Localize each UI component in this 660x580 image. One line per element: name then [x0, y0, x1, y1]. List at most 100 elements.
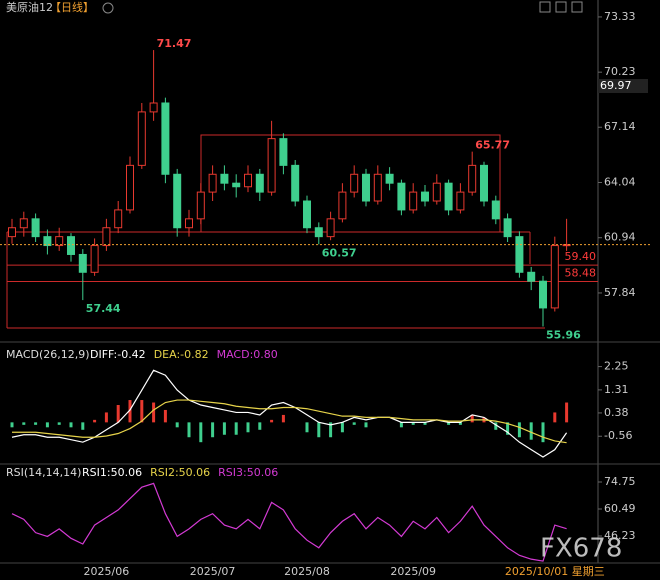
x-tick-label: 2025/09 — [390, 565, 436, 578]
macd-bar — [506, 422, 510, 435]
candle-body — [385, 173, 394, 184]
candle-body — [350, 173, 359, 193]
icon[interactable] — [555, 1, 567, 13]
macd-bar — [399, 422, 403, 428]
macd-bar — [553, 412, 557, 423]
macd-bar — [447, 422, 451, 425]
macd-bar — [10, 422, 14, 428]
candle-body — [55, 236, 64, 247]
y-tick-label: 60.49 — [604, 502, 636, 515]
y-tick-label: 67.14 — [604, 120, 636, 133]
candle-body — [515, 236, 524, 273]
macd-bar — [140, 400, 144, 423]
candle-body — [527, 271, 536, 282]
extreme-label: 65.77 — [475, 139, 510, 152]
y-tick-label: 64.04 — [604, 175, 636, 188]
legend-entry: RSI1:50.06 — [82, 466, 142, 479]
macd-bar — [411, 422, 415, 425]
y-tick-label: 46.23 — [604, 529, 636, 542]
macd-bar — [93, 419, 97, 423]
candle-body — [303, 200, 311, 229]
candle-body — [185, 218, 193, 229]
candle-body — [421, 191, 429, 202]
macd-bar — [317, 422, 321, 438]
legend-entry: RSI2:50.06 — [150, 466, 210, 479]
candle-body — [480, 164, 488, 202]
macd-bar — [423, 422, 427, 425]
icon[interactable] — [571, 1, 583, 13]
candle-body — [43, 236, 52, 247]
candle-body — [19, 218, 28, 229]
macd-bar — [187, 422, 191, 438]
candle-body — [244, 173, 252, 188]
extreme-label: 55.96 — [546, 328, 581, 341]
legend-entry: RSI3:50.06 — [218, 466, 278, 479]
macd-bar — [541, 422, 545, 443]
macd-bar — [364, 422, 368, 428]
macd-bar — [458, 422, 462, 425]
candle-body — [362, 173, 370, 202]
candle-body — [373, 173, 382, 202]
y-tick-label: 74.75 — [604, 475, 636, 488]
y-tick-label: 70.23 — [604, 65, 636, 78]
x-tick-label: 2025/07 — [190, 565, 236, 578]
macd-bar — [69, 422, 73, 428]
macd-bar — [57, 422, 61, 425]
candle-body — [90, 245, 99, 273]
macd-bar — [270, 419, 274, 423]
candle-body — [468, 164, 477, 193]
candle-body — [397, 182, 406, 211]
candle-body — [78, 253, 87, 273]
macd-bar — [175, 422, 179, 428]
candle-body — [232, 182, 241, 188]
macd-bar — [281, 414, 285, 423]
candle-body — [444, 182, 453, 211]
macd-bar — [352, 422, 356, 425]
y-tick-label: 73.33 — [604, 10, 636, 23]
y-tick-label: 60.94 — [604, 231, 636, 244]
candle-body — [255, 173, 264, 193]
candle-body — [220, 173, 229, 184]
candle-body — [31, 218, 40, 238]
macd-bar — [34, 422, 38, 425]
icon[interactable] — [102, 2, 114, 14]
candle-body — [8, 227, 16, 238]
period: 【日线】 — [50, 0, 94, 14]
macd-bar — [211, 422, 215, 438]
x-tick-label: 2025/10/01 星期三 — [505, 565, 605, 578]
candle-body — [161, 102, 170, 175]
price-tag: 69.97 — [600, 79, 632, 92]
series-line — [11, 482, 567, 562]
candle-body — [114, 209, 123, 229]
macd-bar — [517, 422, 521, 438]
candle-body — [208, 173, 217, 193]
macd-bar — [340, 422, 344, 433]
candle-body — [137, 111, 146, 166]
candle-body — [491, 200, 500, 220]
candle-body — [326, 218, 335, 238]
macd-bar — [329, 422, 333, 438]
macd-bar — [470, 414, 474, 423]
macd-bar — [81, 422, 85, 430]
candle-body — [279, 138, 288, 166]
candle-body — [267, 138, 276, 193]
y-tick-label: 0.38 — [604, 406, 629, 419]
macd-bar — [246, 422, 250, 433]
icon[interactable] — [539, 1, 551, 13]
level-label: 58.48 — [565, 267, 597, 280]
chart-title: 美原油12 — [6, 0, 53, 14]
candle-body — [126, 164, 134, 211]
macd-bar — [163, 409, 167, 423]
toolbar-icons[interactable] — [102, 1, 583, 14]
panel-title: MACD(26,12,9) — [6, 348, 90, 361]
level-label: 59.40 — [565, 250, 597, 263]
candle-body — [432, 182, 441, 202]
y-tick-label: 57.84 — [604, 286, 636, 299]
x-tick-label: 2025/08 — [284, 565, 330, 578]
macd-bar — [258, 422, 262, 430]
macd-bar — [494, 422, 498, 430]
candle-body — [503, 218, 512, 238]
legend-entry: MACD:0.80 — [217, 348, 278, 361]
candle-body — [173, 173, 182, 229]
